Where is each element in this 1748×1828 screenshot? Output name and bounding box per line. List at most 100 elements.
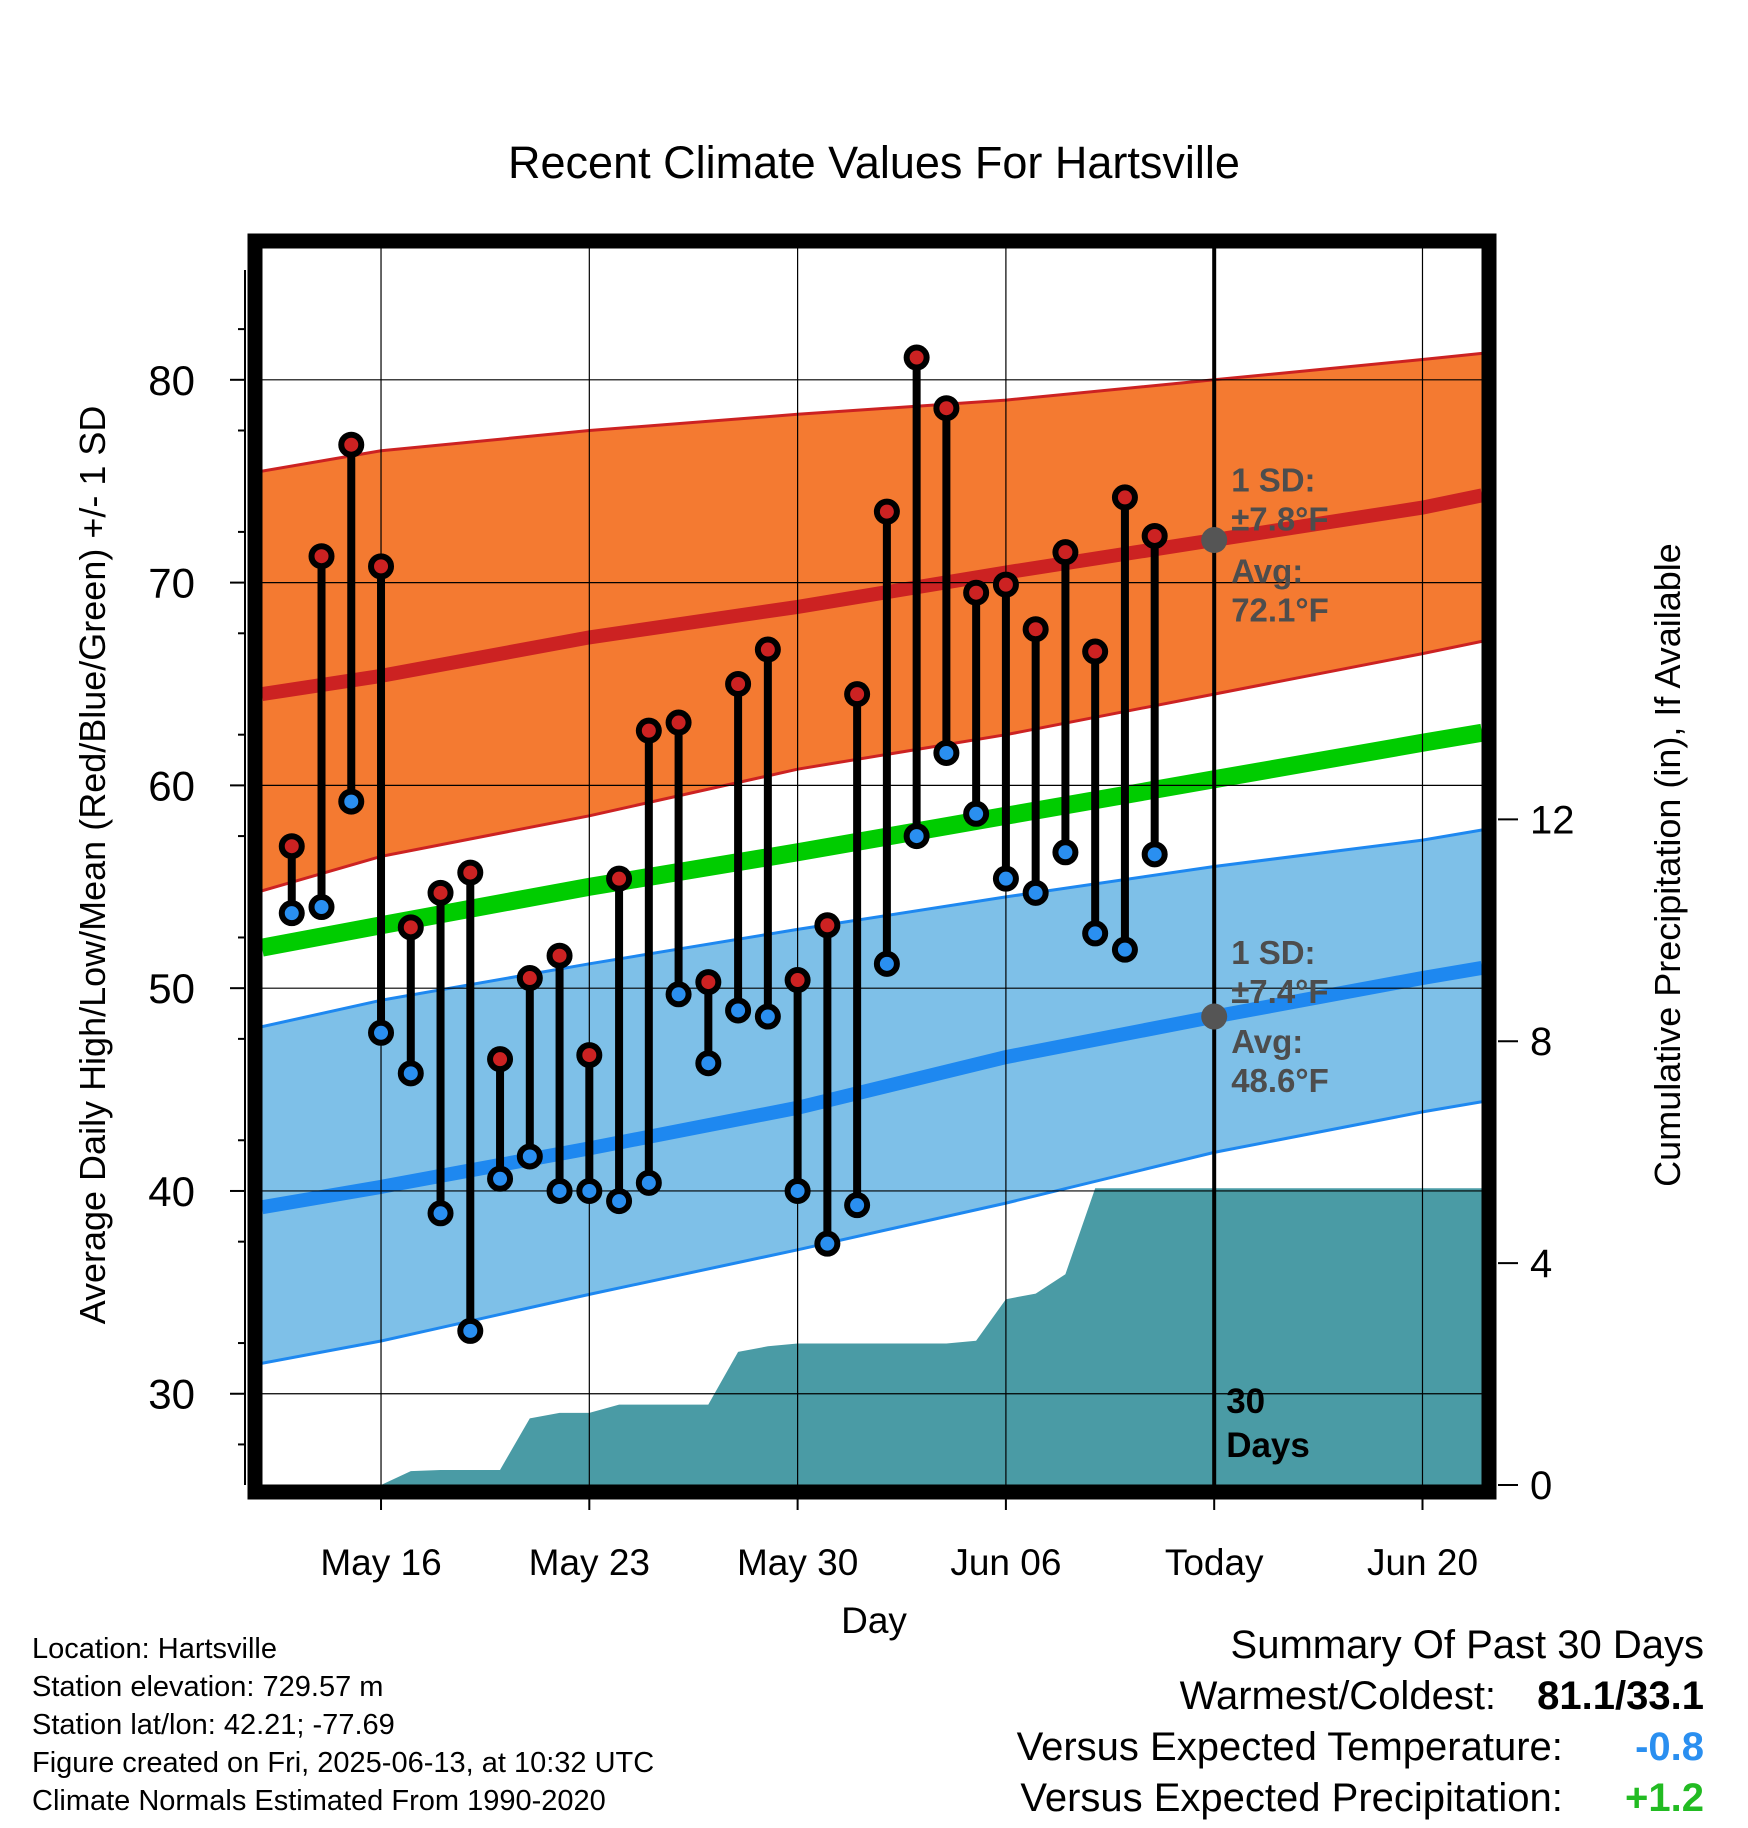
high-marker <box>576 1042 603 1069</box>
low-marker <box>1052 839 1079 866</box>
high-lower-line <box>262 639 1482 893</box>
low-marker <box>844 1192 871 1219</box>
high-avg-annotation: Avg: 72.1°F <box>1231 553 1329 629</box>
normals-text: Climate Normals Estimated From 1990-2020 <box>32 1785 606 1817</box>
low-marker <box>635 1169 662 1196</box>
summary-warm-cold: Warmest/Coldest: 81.1/33.1 <box>1017 1671 1704 1722</box>
high-marker <box>754 636 781 663</box>
low-marker <box>992 865 1019 892</box>
high-sd-annotation: 1 SD: ±7.8°F <box>1231 461 1328 537</box>
low-marker <box>487 1165 514 1192</box>
high-marker <box>635 717 662 744</box>
low-sd-annotation-line: 1 SD: <box>1231 934 1315 971</box>
x-tick-label: Today <box>1165 1542 1264 1583</box>
high-marker <box>844 681 871 708</box>
high-sd-band <box>262 353 1482 891</box>
high-sd-annotation-line: 1 SD: <box>1231 461 1315 498</box>
low-avg-annotation-line: Avg: <box>1231 1023 1303 1060</box>
low-marker <box>308 894 335 921</box>
high-marker <box>1111 484 1138 511</box>
high-marker <box>725 670 752 697</box>
y-tick-label: 50 <box>148 965 195 1012</box>
high-marker <box>1022 616 1049 643</box>
high-marker <box>1082 638 1109 665</box>
low-marker <box>903 823 930 850</box>
y-tick-label: 60 <box>148 762 195 809</box>
high-upper-line <box>262 351 1482 473</box>
low-marker <box>784 1177 811 1204</box>
summary-panel: Summary Of Past 30 Days Warmest/Coldest:… <box>1017 1620 1704 1824</box>
plot-content <box>262 248 1482 1485</box>
low-marker <box>606 1188 633 1215</box>
warm-cold-label: Warmest/Coldest: <box>1179 1674 1497 1718</box>
location-text: Location: Hartsville <box>32 1633 277 1665</box>
y2-tick-label: 4 <box>1530 1242 1552 1286</box>
low-avg-line <box>262 960 1482 1215</box>
low-marker <box>1141 841 1168 868</box>
low-marker <box>576 1177 603 1204</box>
high-marker <box>1052 539 1079 566</box>
days-label-line: 30 <box>1226 1382 1265 1421</box>
y2-tick-label: 8 <box>1530 1020 1552 1064</box>
high-marker <box>278 833 305 860</box>
low-sd-annotation: 1 SD: ±7.4°F <box>1231 934 1328 1010</box>
x-tick-label: Jun 06 <box>950 1542 1061 1583</box>
y-tick-label: 40 <box>148 1168 195 1215</box>
high-marker <box>516 965 543 992</box>
plot-frame <box>247 233 1497 1500</box>
x-tick-label: May 30 <box>737 1542 858 1583</box>
high-marker <box>665 709 692 736</box>
high-marker <box>992 571 1019 598</box>
low-marker <box>397 1060 424 1087</box>
days-label: 30 Days <box>1226 1382 1310 1465</box>
high-marker <box>546 942 573 969</box>
latlon-text: Station lat/lon: 42.21; -77.69 <box>32 1709 395 1741</box>
y2-axis-label: Cumulative Precipitation (in), If Availa… <box>1647 543 1688 1187</box>
low-marker <box>665 981 692 1008</box>
x-axis-label: Day <box>841 1600 907 1641</box>
low-marker <box>1082 920 1109 947</box>
low-marker <box>278 900 305 927</box>
low-marker <box>695 1050 722 1077</box>
summary-title: Summary Of Past 30 Days <box>1230 1623 1704 1667</box>
chart-title: Recent Climate Values For Hartsville <box>508 137 1240 188</box>
created-text: Figure created on Fri, 2025-06-13, at 10… <box>32 1747 655 1779</box>
high-marker <box>903 344 930 371</box>
low-avg-annotation-line: 48.6°F <box>1231 1062 1329 1099</box>
low-marker <box>338 788 365 815</box>
y2-tick-label: 0 <box>1530 1464 1552 1508</box>
x-tick-label: Jun 20 <box>1367 1542 1478 1583</box>
today-high-avg-marker <box>1201 527 1228 554</box>
x-tick-label: May 16 <box>320 1542 441 1583</box>
high-marker <box>1141 522 1168 549</box>
high-marker <box>487 1046 514 1073</box>
low-marker <box>1111 936 1138 963</box>
high-marker <box>963 579 990 606</box>
high-marker <box>933 395 960 422</box>
high-marker <box>368 553 395 580</box>
low-marker <box>516 1143 543 1170</box>
high-sd-annotation-line: ±7.8°F <box>1231 500 1328 537</box>
y-axis-label: Average Daily High/Low/Mean (Red/Blue/Gr… <box>72 406 113 1325</box>
temp-label: Versus Expected Temperature: <box>1016 1725 1563 1769</box>
y-tick-label: 80 <box>148 357 195 404</box>
low-marker <box>814 1230 841 1257</box>
high-marker <box>338 431 365 458</box>
high-marker <box>427 879 454 906</box>
precip-label: Versus Expected Precipitation: <box>1020 1776 1563 1820</box>
high-marker <box>695 969 722 996</box>
high-avg-annotation-line: Avg: <box>1231 553 1303 590</box>
days-label-line: Days <box>1226 1426 1310 1465</box>
temp-value: -0.8 <box>1635 1725 1704 1769</box>
warm-cold-value: 81.1/33.1 <box>1537 1674 1704 1718</box>
high-marker <box>308 543 335 570</box>
low-marker <box>427 1200 454 1227</box>
precip-value: +1.2 <box>1625 1776 1704 1820</box>
precip-area <box>262 1188 1482 1485</box>
high-marker <box>784 967 811 994</box>
low-marker <box>754 1003 781 1030</box>
station-info: Location: Hartsville Station elevation: … <box>32 1630 654 1820</box>
low-marker <box>725 997 752 1024</box>
high-avg-annotation-line: 72.1°F <box>1231 592 1329 629</box>
